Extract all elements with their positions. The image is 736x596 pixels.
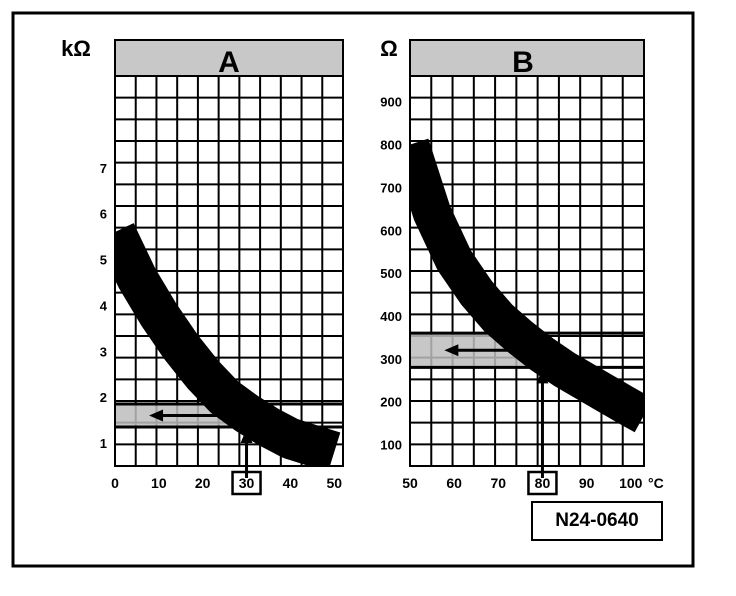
panel-b-y-tick-label: 700 [380,180,402,195]
panel-b-y-tick-label: 500 [380,266,402,281]
panel-b-left-arrow-head [444,344,459,357]
panel-b-label: B [512,46,534,79]
panel-a-label: A [218,46,240,79]
panel-a-y-tick-label: 2 [100,390,107,405]
panel-b-y-tick-label: 800 [380,138,402,153]
panel-b-x-tick-highlight [527,470,558,496]
panel-b-y-tick-label: 600 [380,223,402,238]
panel-a-x-tick-label: 50 [326,475,342,491]
panel-b-curve-group [410,138,644,433]
panel-b-x-tick-label: 70 [491,475,507,491]
panel-b-header [409,39,645,77]
panel-a-curve [115,223,341,466]
panel-a-left-arrow-head [149,409,164,422]
panel-a-x-tick-label: 20 [195,475,211,491]
panel-b-y-unit: Ω [380,36,398,61]
panel-b-reading-marks [444,344,549,478]
panel-a-curve-group [115,223,341,466]
panel-b-x-tick-label: 50 [402,475,418,491]
panel-a-y-tick-label: 7 [100,161,107,176]
panel-b-x-unit: °C [648,475,664,491]
panel-a-x-tick-label: 10 [151,475,167,491]
panel-a-x-tick-label: 40 [283,475,299,491]
panel-a-y-tick-label: 4 [100,298,108,313]
panel-b-plot-border [409,75,645,467]
panel-a-y-unit: kΩ [61,36,91,61]
panel-b-curve [410,138,644,433]
panel-b-up-arrow-head [536,369,549,384]
panel-b-y-tick-label: 300 [380,352,402,367]
panel-a-y-ticks: 1 2 3 4 5 6 7 [100,161,108,451]
panel-b-chart: B Ω 50 60 70 80 90 100 100 200 300 400 500 600 700 8… [380,36,664,496]
panel-b-y-tick-label: 100 [380,438,402,453]
panel-a-chart: A kΩ 0 10 20 30 40 50 1 2 3 4 5 6 7 [61,36,344,496]
panel-b-y-tick-label: 200 [380,395,402,410]
panel-a-y-tick-label: 5 [100,253,107,268]
panel-a-up-arrow-head [240,429,253,443]
panel-b-x-tick-label: 80 [535,475,551,491]
panel-a-header [114,39,344,77]
panel-b-x-tick-label: 60 [446,475,462,491]
reference-code: N24-0640 [555,510,639,531]
panel-b-x-tick-label: 90 [579,475,595,491]
panel-a-y-tick-label: 3 [100,344,107,359]
panel-a-y-tick-label: 1 [100,436,107,451]
panel-a-x-tick-highlight [231,470,262,496]
panel-a-x-tick-label: 30 [239,475,255,491]
panel-b-y-ticks: 100 200 300 400 500 600 700 800 900 [380,95,402,453]
panel-b-y-tick-label: 900 [380,95,402,110]
panel-a-y-tick-label: 6 [100,207,107,222]
panel-b-x-ticks: 50 60 70 80 90 100 [402,470,643,496]
panel-a-x-tick-label: 0 [111,475,119,491]
panel-a-x-ticks: 0 10 20 30 40 50 [111,470,342,496]
panel-b-y-tick-label: 400 [380,309,402,324]
reference-code-box: N24-0640 [531,501,663,541]
panel-b-x-tick-label: 100 [619,475,643,491]
panel-a-plot-border [114,75,344,467]
